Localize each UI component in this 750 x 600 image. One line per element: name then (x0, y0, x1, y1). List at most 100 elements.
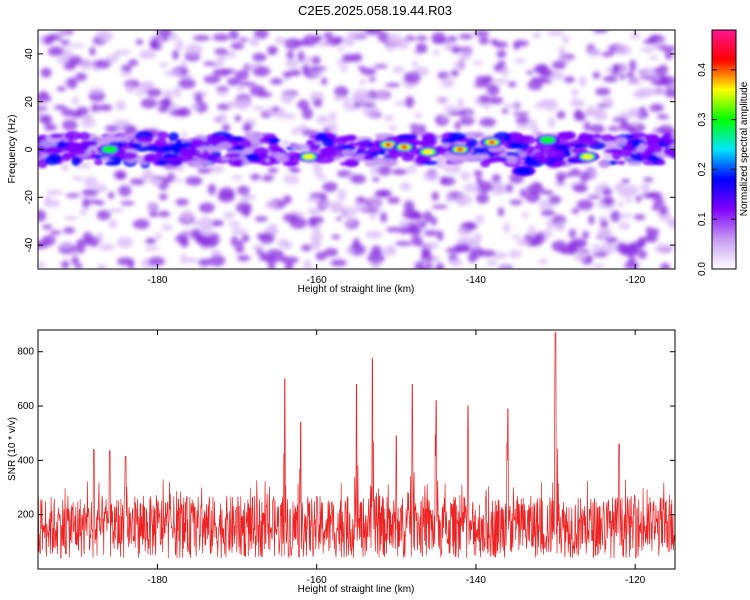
heatmap-hotspot (102, 146, 118, 153)
heatmap-cell (301, 129, 316, 137)
heatmap-cell (625, 198, 634, 203)
heatmap-cell (172, 177, 184, 183)
heatmap-cell (344, 134, 358, 142)
heatmap-cell (543, 229, 553, 238)
heatmap-cell (643, 177, 654, 183)
heatmap-cell (486, 259, 498, 266)
heatmap-cell (515, 124, 532, 130)
heatmap-cell (334, 86, 349, 98)
heatmap-cell (282, 174, 300, 185)
heatmap-cell (486, 83, 500, 96)
heatmap-cell (618, 213, 634, 219)
heatmap-cell (112, 135, 132, 142)
heatmap-cell (574, 254, 587, 262)
heatmap-cell (116, 236, 134, 249)
heatmap-cell (198, 202, 215, 214)
heatmap-cell (246, 64, 258, 71)
heatmap-cell (285, 58, 299, 69)
heatmap-cell (93, 59, 111, 69)
heatmap-cell (537, 63, 547, 72)
heatmap-cell (398, 220, 410, 228)
heatmap-cell (504, 183, 514, 193)
heatmap-cell (196, 153, 215, 160)
heatmap-cell (454, 242, 471, 253)
heatmap-cell (265, 201, 278, 209)
heatmap-cell (215, 219, 224, 227)
heatmap-cell (448, 110, 463, 116)
heatmap-cell (140, 98, 158, 109)
heatmap-cell (399, 182, 412, 191)
heatmap-cell (79, 208, 88, 216)
heatmap-cell (83, 176, 98, 188)
heatmap-cell (71, 256, 80, 265)
heatmap-cell (158, 210, 170, 218)
heatmap-cell (284, 261, 294, 269)
heatmap-cell (66, 77, 78, 89)
heatmap-cell (492, 173, 501, 184)
heatmap-cell (175, 39, 184, 52)
heatmap-cell (38, 209, 47, 222)
heatmap-cell (46, 189, 63, 196)
heatmap-cell (526, 70, 533, 75)
heatmap-cell (551, 71, 565, 81)
heatmap-cell (660, 262, 671, 269)
heatmap-cell (40, 139, 58, 148)
heatmap-cell (68, 150, 86, 156)
x-tick-label: -180 (147, 275, 167, 286)
heatmap-cell (337, 46, 344, 52)
heatmap-cell (588, 214, 595, 225)
heatmap-cell (591, 263, 606, 269)
heatmap-cell (358, 79, 368, 85)
heatmap-cell (613, 184, 626, 193)
heatmap-hotspot (401, 145, 408, 150)
heatmap-cell (98, 243, 115, 251)
heatmap-cell (352, 237, 361, 250)
heatmap-cell (375, 91, 389, 99)
heatmap-cell (436, 230, 444, 242)
heatmap-cell (57, 243, 74, 249)
heatmap-cell (302, 64, 309, 76)
heatmap-cell (617, 160, 626, 165)
heatmap-cell (203, 240, 217, 248)
heatmap-cell (483, 104, 490, 110)
heatmap-cell (511, 234, 521, 239)
heatmap-cell (618, 222, 631, 230)
heatmap-cell (38, 106, 49, 111)
heatmap-cell (229, 30, 239, 40)
heatmap-cell (114, 49, 132, 56)
heatmap-cell (610, 69, 621, 76)
heatmap-cell (118, 185, 132, 197)
heatmap-cell (286, 50, 295, 61)
heatmap-cell (556, 110, 566, 120)
heatmap-cell (556, 131, 573, 141)
heatmap-cell (96, 263, 107, 269)
colorbar-tick-label: 0.2 (697, 162, 708, 176)
heatmap-cell (633, 214, 646, 221)
heatmap-cell (615, 44, 632, 56)
heatmap-cell (69, 43, 86, 48)
heatmap-cell (581, 231, 590, 239)
heatmap-cell (645, 226, 654, 233)
heatmap-cell (525, 192, 541, 203)
heatmap-cell (223, 211, 235, 220)
heatmap-cell (629, 121, 639, 127)
heatmap-cell (450, 47, 468, 52)
heatmap-cell (619, 73, 626, 80)
heatmap-cell (546, 30, 565, 36)
heatmap-cell (80, 119, 97, 128)
heatmap-cell (430, 216, 437, 226)
heatmap-cell (329, 111, 337, 123)
heatmap-cell (405, 96, 415, 108)
heatmap-cell (592, 71, 601, 79)
heatmap-cell (589, 170, 598, 177)
heatmap-cell (267, 167, 278, 174)
heatmap-cell (302, 107, 313, 120)
heatmap-cell (221, 68, 236, 74)
heatmap-cell (310, 231, 323, 243)
heatmap-cell (423, 241, 439, 250)
heatmap-cell (552, 159, 567, 167)
heatmap-cell (82, 114, 95, 122)
heatmap-cell (618, 62, 627, 75)
heatmap-cell (104, 161, 121, 166)
heatmap-cell (432, 39, 449, 44)
